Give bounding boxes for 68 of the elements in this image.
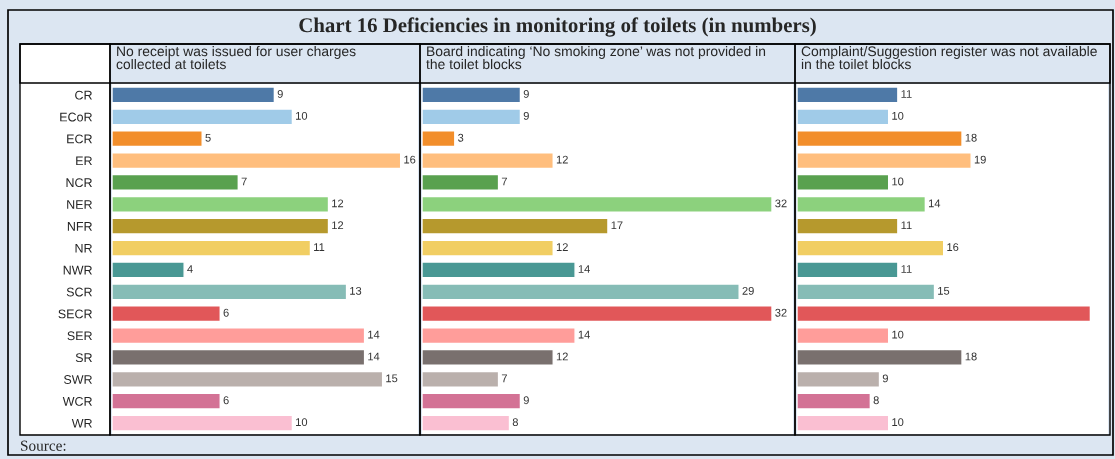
- y-tick-label: NER: [67, 200, 92, 209]
- data-label: 16: [947, 243, 959, 252]
- data-label: 11: [314, 243, 325, 251]
- data-label: 10: [296, 418, 308, 427]
- data-label: 10: [892, 177, 904, 186]
- y-tick-label: NR: [75, 243, 92, 253]
- data-label: 29: [742, 286, 754, 295]
- y-tick-label: SR: [75, 353, 92, 363]
- data-label: 13: [350, 286, 362, 295]
- chart-subtitle: No receipt was issued for user charges collected at toilets: [116, 46, 356, 70]
- data-label: 6: [223, 308, 229, 317]
- data-label: 32: [775, 308, 787, 317]
- data-label: 11: [901, 90, 912, 98]
- data-label: 9: [277, 90, 283, 98]
- y-tick-label: WCR: [62, 396, 92, 406]
- data-label: 4: [187, 265, 193, 273]
- data-label: 12: [556, 243, 568, 251]
- data-label: 11: [901, 221, 912, 230]
- data-label: 14: [928, 199, 941, 208]
- data-label: 16: [404, 155, 416, 164]
- data-label: 17: [611, 221, 623, 230]
- source-note: Source:: [21, 440, 66, 451]
- data-label: 18: [965, 133, 977, 142]
- data-label: 3: [458, 133, 464, 142]
- y-tick-label: SCR: [66, 287, 92, 297]
- data-label: 5: [205, 133, 211, 142]
- data-label: 10: [296, 111, 308, 120]
- data-label: 6: [223, 396, 229, 405]
- chart-subtitle: Board indicating ‘No smoking zone’ was not provided in the toilet blocks: [426, 46, 766, 70]
- data-label: 10: [892, 330, 904, 339]
- data-label: 12: [332, 221, 344, 230]
- data-label: 14: [578, 265, 590, 273]
- data-label: 11: [901, 265, 912, 273]
- data-label: 8: [873, 396, 879, 405]
- y-tick-label: SECR: [58, 309, 92, 319]
- data-label: 32: [775, 199, 787, 208]
- y-tick-label: ER: [76, 156, 92, 166]
- data-label: 14: [578, 330, 590, 339]
- data-label: 10: [892, 418, 904, 427]
- y-tick-label: NWR: [63, 265, 92, 275]
- y-tick-label: NCR: [66, 178, 92, 188]
- data-label: 12: [332, 199, 344, 208]
- data-label: 15: [386, 374, 398, 383]
- data-label: 7: [501, 177, 507, 186]
- data-label: 9: [523, 90, 529, 98]
- data-label: 9: [523, 396, 529, 405]
- data-label: 9: [523, 111, 529, 120]
- data-label: 14: [368, 330, 380, 339]
- text: Chart 16 Deficiencies in monitoring of toilets (in numbers): [299, 17, 816, 37]
- y-tick-label: SWR: [63, 375, 92, 384]
- y-tick-label: CR: [75, 90, 92, 100]
- chart-subtitle: Complaint/Suggestion register was not available in the toilet blocks: [801, 46, 1097, 70]
- data-label: 18: [965, 352, 977, 361]
- data-label: 14: [368, 352, 380, 361]
- y-tick-label: ECoR: [60, 112, 92, 122]
- data-label: 12: [556, 352, 568, 361]
- y-tick-label: SER: [67, 331, 92, 341]
- data-label: 7: [501, 374, 507, 383]
- data-label: 7: [241, 177, 247, 186]
- data-label: 9: [882, 374, 888, 383]
- data-label: 19: [974, 155, 986, 164]
- data-label: 12: [556, 155, 568, 164]
- y-tick-label: ECR: [67, 134, 92, 144]
- y-tick-label: NFR: [67, 222, 92, 231]
- data-label: 10: [892, 111, 904, 120]
- data-label: 8: [512, 418, 518, 427]
- data-label: 15: [938, 287, 950, 295]
- y-tick-label: WR: [71, 418, 92, 428]
